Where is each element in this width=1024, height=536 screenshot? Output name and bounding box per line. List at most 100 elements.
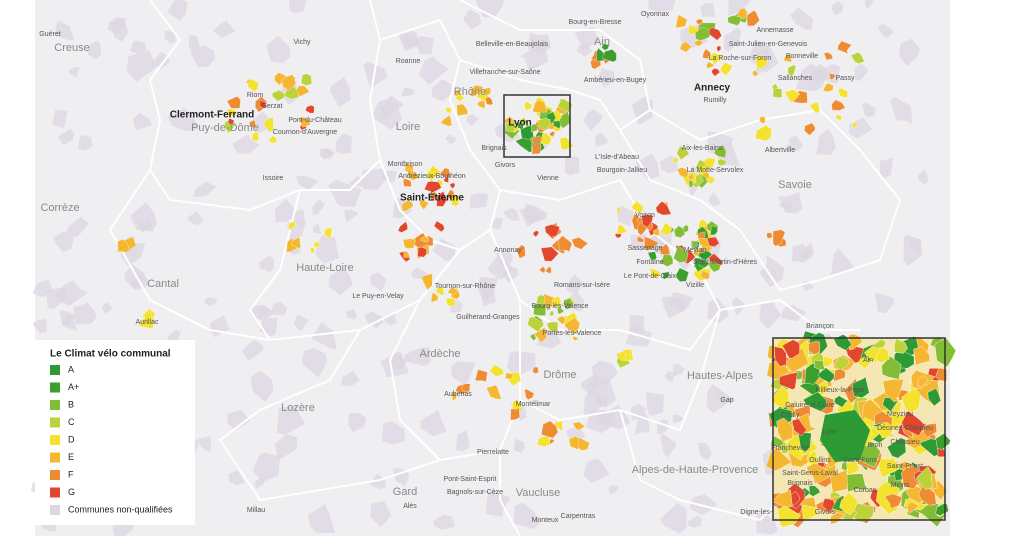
commune xyxy=(403,251,411,258)
commune xyxy=(445,297,456,307)
commune xyxy=(838,88,848,98)
commune xyxy=(676,145,690,161)
commune xyxy=(532,366,539,374)
non-qualified-commune xyxy=(629,314,644,334)
place-label: Andrézieux-Bouthéon xyxy=(398,173,465,180)
inset-commune xyxy=(916,466,933,490)
non-qualified-commune xyxy=(53,231,74,253)
non-qualified-commune xyxy=(345,309,358,320)
legend-swatch xyxy=(50,417,60,428)
inset-labels: Ain Rillieux-la-Pape Caluire-et-Cuire Ecull… xyxy=(771,357,933,516)
commune xyxy=(558,235,573,253)
commune xyxy=(649,268,661,279)
place-label: Saint-Fons xyxy=(843,457,877,464)
non-qualified-commune xyxy=(635,153,660,180)
place-label: Pierrelatte xyxy=(477,449,509,456)
inset-commune xyxy=(791,418,807,437)
legend-label: A+ xyxy=(68,382,79,392)
inset-commune xyxy=(922,423,937,438)
non-qualified-commune xyxy=(431,78,453,102)
commune xyxy=(117,239,131,253)
region-label: Corrèze xyxy=(40,202,79,214)
commune xyxy=(247,78,259,93)
non-qualified-commune xyxy=(241,340,264,361)
commune xyxy=(249,120,257,128)
non-qualified-commune xyxy=(659,502,687,534)
non-qualified-commune xyxy=(433,514,455,530)
commune xyxy=(541,132,552,145)
place-label: Meyzieu xyxy=(887,411,913,418)
commune xyxy=(504,372,514,380)
commune xyxy=(556,315,566,325)
non-qualified-commune xyxy=(232,134,260,154)
non-qualified-commune xyxy=(660,434,677,458)
inset-commune xyxy=(913,346,930,366)
place-label: Pont-du-Château xyxy=(288,117,341,124)
region-label: Cantal xyxy=(147,278,179,290)
place-label: Romans-sur-Isère xyxy=(554,282,610,289)
place-label: Annonay xyxy=(494,247,522,254)
place-label: Lyon xyxy=(823,429,838,436)
inset-commune xyxy=(829,469,848,493)
place-label: Brignais xyxy=(481,145,507,152)
non-qualified-commune xyxy=(759,300,782,330)
legend-swatch xyxy=(50,487,60,498)
commune xyxy=(787,64,797,77)
commune xyxy=(703,157,716,169)
non-qualified-commune xyxy=(432,238,456,262)
commune xyxy=(546,321,559,332)
non-qualified-commune xyxy=(673,363,685,377)
place-label: Mions xyxy=(891,482,910,489)
place-label: Saint-Étienne xyxy=(400,191,464,204)
commune xyxy=(772,229,786,247)
place-label: Fontaine xyxy=(636,259,663,266)
legend-label: B xyxy=(68,399,74,409)
place-label: Villefranche-sur-Saône xyxy=(469,69,540,76)
place-label: Chassieu xyxy=(890,439,919,446)
non-qualified-commune xyxy=(363,61,388,89)
non-qualified-commune xyxy=(321,148,336,159)
non-qualified-commune xyxy=(910,237,922,253)
commune xyxy=(720,62,733,76)
non-qualified-commune xyxy=(370,473,386,489)
non-qualified-commune xyxy=(418,56,449,85)
commune xyxy=(551,296,562,308)
place-label: Ambérieu-en-Bugey xyxy=(584,77,647,84)
commune xyxy=(714,144,727,158)
region-label: Puy-de-Dôme xyxy=(191,122,259,134)
place-label: Montbrison xyxy=(388,161,423,168)
commune xyxy=(305,105,315,114)
commune xyxy=(695,18,703,25)
non-qualified-commune xyxy=(150,51,170,70)
commune xyxy=(679,41,692,53)
commune xyxy=(298,117,311,128)
non-qualified-commune xyxy=(419,410,447,437)
place-label: Vienne xyxy=(537,175,559,182)
non-qualified-commune xyxy=(519,205,548,223)
place-label: Cournon-d'Auvergne xyxy=(273,129,337,136)
commune xyxy=(251,131,259,142)
legend-label: D xyxy=(68,434,75,444)
region-label: Loire xyxy=(396,121,420,133)
commune xyxy=(675,14,688,28)
place-label: Alès xyxy=(403,503,417,510)
commune xyxy=(446,189,455,201)
non-qualified-commune xyxy=(130,40,148,54)
non-qualified-commune xyxy=(270,302,287,316)
inset-commune xyxy=(886,437,907,459)
non-qualified-commune xyxy=(708,192,721,206)
place-label: Bourgoin-Jallieu xyxy=(597,167,647,174)
non-qualified-commune xyxy=(312,199,325,215)
non-qualified-commune xyxy=(616,206,634,227)
commune xyxy=(524,388,535,400)
commune xyxy=(443,176,449,184)
non-qualified-commune xyxy=(854,63,869,81)
non-qualified-commune xyxy=(455,430,470,452)
region-label: Savoie xyxy=(778,179,812,191)
inset-commune xyxy=(822,355,833,367)
commune xyxy=(451,391,458,402)
commune xyxy=(505,121,517,133)
non-qualified-commune xyxy=(65,216,89,238)
